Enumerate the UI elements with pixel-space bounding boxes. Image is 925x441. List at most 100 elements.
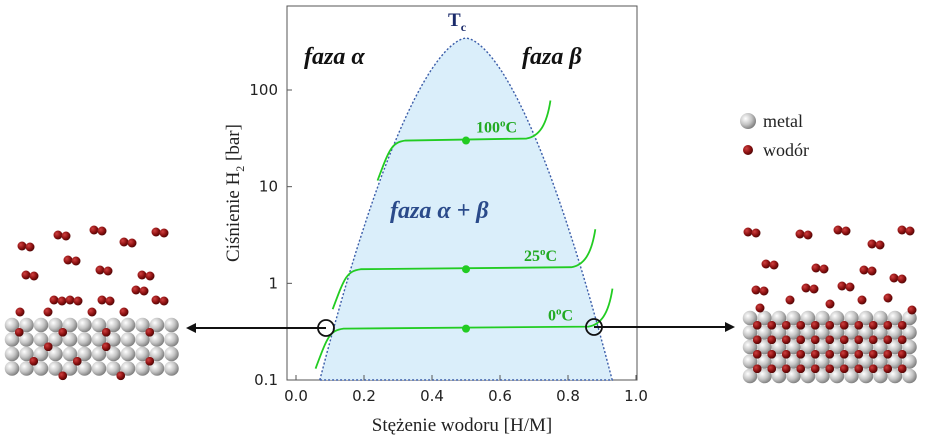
metal-atom	[742, 325, 758, 340]
metal-atom	[4, 346, 20, 362]
metal-atom	[164, 317, 179, 333]
hydrogen-atom	[839, 335, 849, 345]
hydrogen-atom	[796, 349, 806, 359]
metal-atom	[815, 368, 830, 384]
hydrogen-atom	[857, 295, 867, 305]
metal-atom	[62, 317, 78, 333]
hydrogen-atom	[116, 371, 126, 381]
hydrogen-atom	[119, 237, 129, 247]
metal-atom	[33, 317, 49, 333]
metal-atom	[858, 325, 874, 340]
hydrogen-atom	[785, 295, 795, 305]
hydrogen-atom	[854, 320, 864, 330]
metal-atom	[771, 354, 787, 369]
metal-atom	[858, 339, 874, 355]
y-tick-label: 1	[268, 274, 278, 292]
metal-atom	[149, 332, 165, 347]
hydrogen-atom	[752, 349, 762, 359]
metal-atom	[902, 325, 917, 340]
hydrogen-atom	[868, 335, 878, 345]
hydrogen-atom	[781, 349, 791, 359]
metal-atom	[106, 361, 121, 376]
hydrogen-atom	[105, 296, 115, 306]
metal-atom	[120, 332, 136, 347]
hydrogen-atom	[97, 226, 107, 236]
metal-atom	[887, 354, 903, 369]
metal-atom	[77, 317, 92, 333]
x-tick-label: 1.0	[624, 387, 648, 405]
hydrogen-atom	[29, 271, 39, 281]
x-tick-label: 0.0	[284, 387, 308, 405]
isotherm-label: 25oC	[524, 246, 557, 265]
metal-atom	[829, 368, 845, 384]
metal-atom	[873, 368, 888, 384]
metal-atom	[873, 339, 888, 355]
isotherm-midpoint	[462, 324, 470, 333]
hydrogen-atom	[795, 229, 805, 239]
metal-atom	[829, 354, 845, 369]
metal-atom	[91, 332, 107, 347]
x-tick-label: 0.8	[556, 387, 580, 405]
alpha-boundary-marker	[317, 319, 335, 337]
hydrogen-atom	[752, 364, 762, 374]
metal-atom	[48, 346, 63, 362]
hydrogen-atom	[837, 281, 847, 291]
hydrogen-atom	[897, 349, 907, 359]
hydrogen-atom	[833, 225, 843, 235]
hydrogen-atom	[151, 227, 161, 237]
hydrogen-atom	[137, 270, 147, 280]
isotherm-midpoint	[462, 265, 470, 274]
hydrogen-atom	[21, 270, 31, 280]
hydrogen-atom	[810, 335, 820, 345]
x-axis-label: Stężenie wodoru [H/M]	[372, 415, 552, 436]
hydrogen-atom	[825, 349, 835, 359]
metal-atom	[742, 354, 758, 369]
hydrogen-atom	[825, 299, 835, 309]
metal-atom	[62, 332, 78, 347]
metal-atom	[786, 325, 801, 340]
phase-beta-label: faza β	[522, 44, 582, 70]
hydrogen-atom	[95, 265, 105, 275]
metal-atom	[106, 332, 121, 347]
hydrogen-atom	[127, 238, 137, 248]
metal-atom	[77, 346, 92, 362]
metal-atom	[33, 361, 49, 376]
hydrogen-atom	[796, 335, 806, 345]
hydrogen-atom	[101, 342, 111, 352]
metal-atom	[757, 310, 772, 326]
isotherm-midpoint	[462, 136, 470, 145]
hydrogen-atom	[751, 285, 761, 295]
hydrogen-atom	[58, 327, 68, 337]
hydrogen-atom	[875, 240, 885, 250]
hydrogen-atom	[825, 364, 835, 374]
metal-atom	[149, 361, 165, 376]
hydrogen-atom	[769, 260, 779, 270]
metal-atom	[106, 317, 121, 333]
hydrogen-atom	[907, 305, 917, 315]
metal-atom	[887, 325, 903, 340]
hydrogen-atom	[883, 335, 893, 345]
hydrogen-atom	[905, 226, 915, 236]
metal-atom	[120, 317, 136, 333]
metal-atom	[800, 325, 816, 340]
hydrogen-atom	[72, 356, 82, 366]
y-tick-label: 0.1	[254, 371, 278, 389]
hydrogen-atom	[883, 349, 893, 359]
metal-atom	[902, 368, 917, 384]
hydrogen-atom	[131, 285, 141, 295]
metal-atom	[62, 361, 78, 376]
metal-atom	[48, 317, 63, 333]
metal-atom	[106, 346, 121, 362]
metal-atom	[771, 310, 787, 326]
hydrogen-atom	[159, 228, 169, 238]
hydrogen-atom	[97, 295, 107, 305]
metal-atom	[120, 346, 136, 362]
hydrogen-atom	[759, 286, 769, 296]
metal-atom	[164, 361, 179, 376]
hydrogen-atom	[839, 320, 849, 330]
hydrogen-atom	[781, 335, 791, 345]
metal-atom	[135, 332, 150, 347]
metal-atom	[4, 317, 20, 333]
legend-metal-label: metal	[763, 111, 803, 131]
hydrogen-atom	[145, 327, 155, 337]
